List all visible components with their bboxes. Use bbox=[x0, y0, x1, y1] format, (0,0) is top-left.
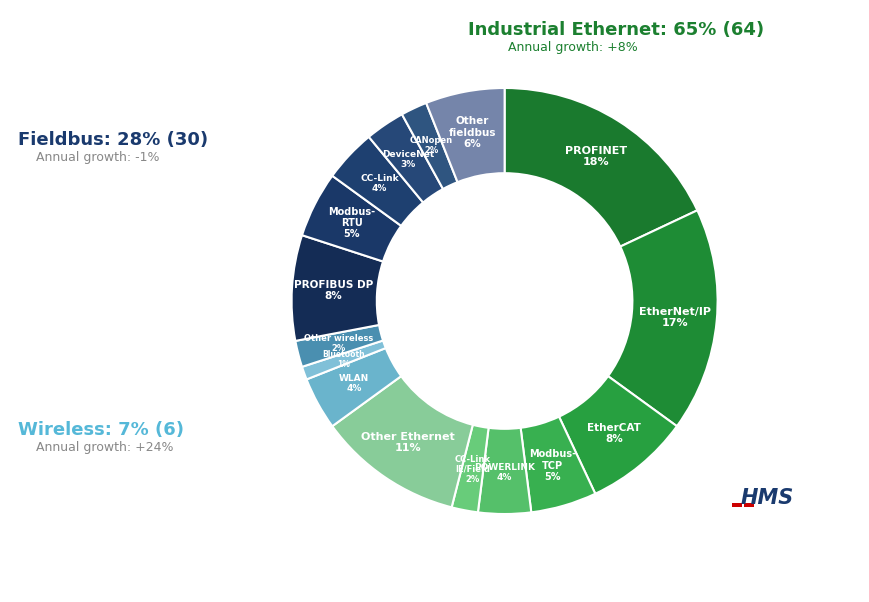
Text: HMS: HMS bbox=[740, 488, 793, 508]
Text: Other wireless
2%: Other wireless 2% bbox=[303, 334, 373, 353]
Wedge shape bbox=[302, 341, 385, 379]
FancyBboxPatch shape bbox=[743, 503, 753, 507]
Wedge shape bbox=[295, 325, 382, 367]
Text: EtherNet/IP
17%: EtherNet/IP 17% bbox=[639, 306, 711, 327]
Text: Modbus-
RTU
5%: Modbus- RTU 5% bbox=[328, 207, 375, 240]
Text: Modbus-
TCP
5%: Modbus- TCP 5% bbox=[528, 450, 575, 482]
Wedge shape bbox=[504, 88, 697, 247]
FancyBboxPatch shape bbox=[743, 503, 753, 507]
Text: EtherCAT
8%: EtherCAT 8% bbox=[587, 423, 640, 444]
Wedge shape bbox=[401, 103, 457, 189]
Text: Annual growth: +8%: Annual growth: +8% bbox=[507, 40, 637, 54]
Text: CC-Link
4%: CC-Link 4% bbox=[360, 174, 399, 193]
Text: POWERLINK
4%: POWERLINK 4% bbox=[474, 463, 534, 482]
Text: Annual growth: +24%: Annual growth: +24% bbox=[36, 441, 173, 453]
Wedge shape bbox=[291, 235, 382, 341]
Text: Industrial Ethernet: 65% (64): Industrial Ethernet: 65% (64) bbox=[468, 21, 763, 39]
Wedge shape bbox=[332, 137, 422, 226]
Text: WLAN
4%: WLAN 4% bbox=[339, 374, 369, 393]
Text: Wireless: 7% (6): Wireless: 7% (6) bbox=[18, 421, 183, 439]
Text: Other
fieldbus
6%: Other fieldbus 6% bbox=[448, 116, 495, 149]
FancyBboxPatch shape bbox=[731, 503, 741, 507]
Text: CC-Link
IE/Field
2%: CC-Link IE/Field 2% bbox=[454, 455, 490, 484]
Wedge shape bbox=[477, 428, 531, 514]
Wedge shape bbox=[426, 88, 504, 182]
Text: Other Ethernet
11%: Other Ethernet 11% bbox=[361, 432, 454, 453]
Wedge shape bbox=[607, 210, 717, 426]
Text: CANopen
2%: CANopen 2% bbox=[409, 136, 453, 155]
Wedge shape bbox=[332, 376, 472, 507]
Wedge shape bbox=[559, 376, 676, 494]
Wedge shape bbox=[302, 176, 401, 261]
FancyBboxPatch shape bbox=[731, 503, 741, 507]
Wedge shape bbox=[451, 425, 488, 512]
Wedge shape bbox=[306, 348, 401, 426]
Wedge shape bbox=[520, 417, 594, 512]
Text: Fieldbus: 28% (30): Fieldbus: 28% (30) bbox=[18, 131, 208, 149]
Wedge shape bbox=[368, 114, 442, 202]
Text: Annual growth: -1%: Annual growth: -1% bbox=[36, 150, 159, 164]
Text: DeviceNet
3%: DeviceNet 3% bbox=[381, 150, 434, 169]
Text: PROFINET
18%: PROFINET 18% bbox=[565, 146, 627, 167]
Text: PROFIBUS DP
8%: PROFIBUS DP 8% bbox=[294, 280, 373, 301]
Text: Bluetooth
1%: Bluetooth 1% bbox=[322, 350, 364, 368]
